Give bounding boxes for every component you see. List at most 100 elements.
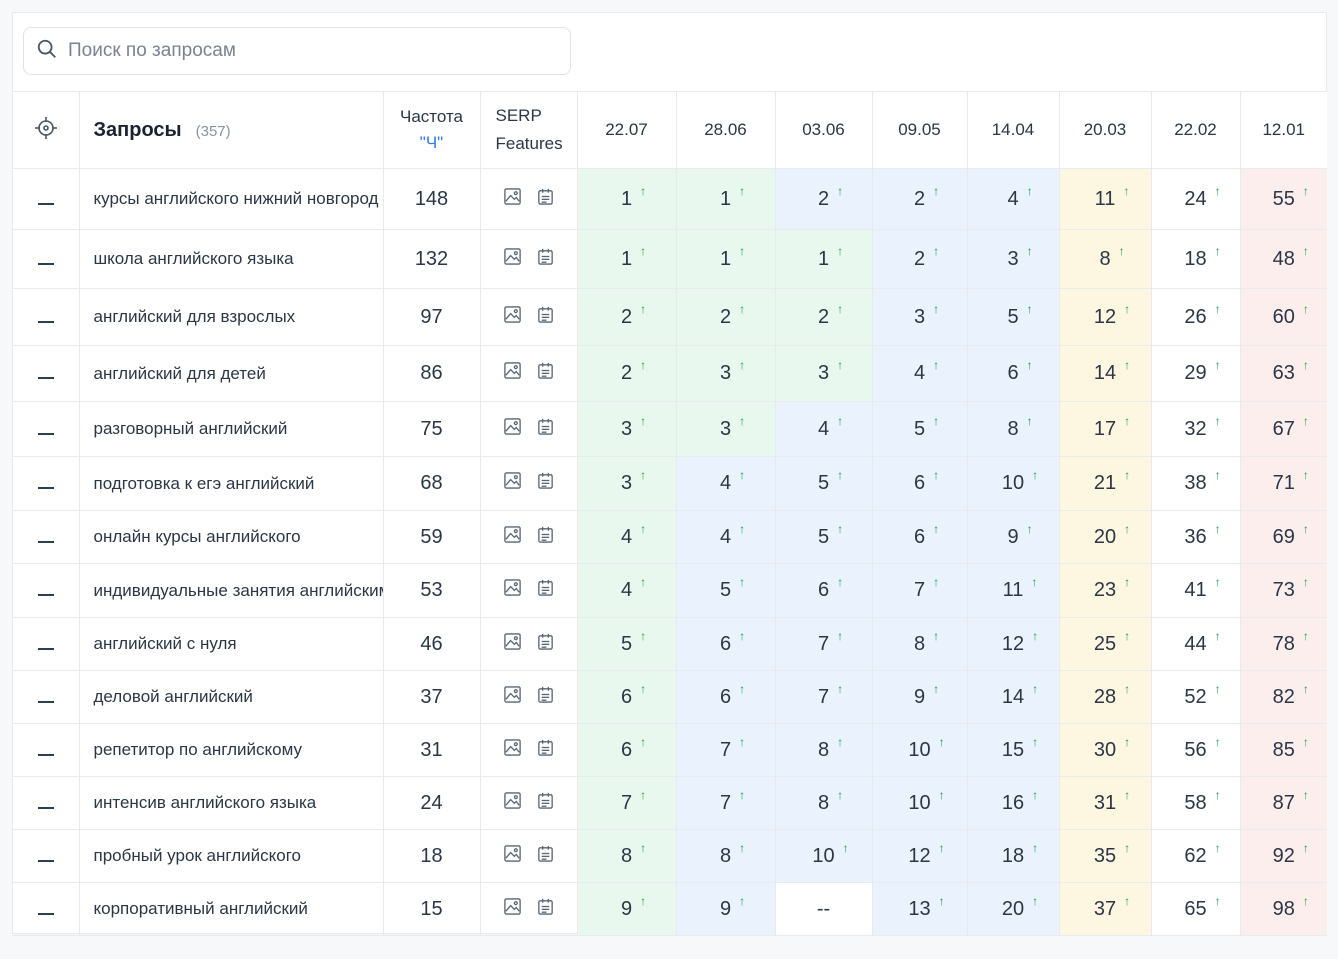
table-row[interactable]: корпоративный английский 15 9 ↑ 9 ↑ -- 13 ↑ 20 ↑ 37… [13,882,1327,936]
remove-query-cell[interactable] [13,617,80,671]
remove-query-cell[interactable] [13,563,80,618]
list-icon[interactable] [536,578,555,603]
remove-query-cell[interactable] [13,345,80,402]
minus-icon[interactable] [37,647,54,650]
list-icon[interactable] [536,738,555,763]
minus-icon[interactable] [37,432,54,435]
minus-icon[interactable] [37,487,54,489]
list-icon[interactable] [536,632,555,657]
query-text[interactable]: английский с нуля [79,617,384,671]
date-column-header[interactable]: 03.06 [775,91,873,169]
minus-icon[interactable] [37,859,54,862]
minus-icon[interactable] [37,753,54,756]
date-column-header[interactable]: 20.03 [1059,91,1152,169]
list-icon[interactable] [536,247,555,272]
search-input[interactable] [68,40,570,62]
query-text[interactable]: курсы английского нижний новгород [79,168,384,230]
minus-icon[interactable] [37,540,54,543]
remove-query-cell[interactable] [13,168,80,230]
minus-icon[interactable] [37,806,54,809]
date-column-header[interactable]: 09.05 [872,91,968,169]
frequency-type-link[interactable]: "Ч" [419,133,444,152]
query-text[interactable]: онлайн курсы английского [79,510,384,564]
position-value: 67 [1272,417,1295,440]
remove-query-cell[interactable] [13,670,80,724]
table-row[interactable]: подготовка к егэ английский 68 3 ↑ 4 ↑ 5 ↑ 6 ↑ 10 ↑… [13,456,1327,511]
query-text[interactable]: деловой английский [79,670,384,724]
image-icon[interactable] [503,897,522,922]
query-text[interactable]: индивидуальные занятия английским [79,563,384,618]
minus-icon[interactable] [37,700,54,703]
list-icon[interactable] [536,897,555,922]
query-text[interactable]: английский для детей [79,345,384,402]
queries-column-header[interactable]: Запросы (357) [79,91,384,169]
remove-query-cell[interactable] [13,882,80,936]
minus-icon[interactable] [37,377,54,379]
table-row[interactable]: английский для детей 86 2 ↑ 3 ↑ 3 ↑ 4 ↑ 6 ↑ 14 ↑ 29 ↑ 63… [13,345,1327,402]
image-icon[interactable] [503,632,522,657]
image-icon[interactable] [503,187,522,212]
image-icon[interactable] [503,525,522,550]
minus-icon[interactable] [37,202,54,205]
remove-query-cell[interactable] [13,829,80,883]
query-text[interactable]: репетитор по английскому [79,723,384,777]
image-icon[interactable] [503,685,522,710]
remove-query-cell[interactable] [13,510,80,564]
minus-icon[interactable] [37,320,54,323]
minus-icon[interactable] [37,912,54,915]
table-row[interactable]: индивидуальные занятия английским 53 4 ↑ 5 ↑ 6… [13,563,1327,618]
minus-icon[interactable] [37,262,54,265]
list-icon[interactable] [536,844,555,869]
table-row[interactable]: курсы английского нижний новгород 148 1 ↑ 1 ↑… [13,168,1327,230]
date-column-header[interactable]: 22.02 [1151,91,1241,169]
query-text[interactable]: школа английского языка [79,229,384,289]
list-icon[interactable] [536,187,555,212]
remove-query-cell[interactable] [13,723,80,777]
image-icon[interactable] [503,471,522,496]
remove-query-cell[interactable] [13,776,80,830]
query-text[interactable]: разговорный английский [79,401,384,457]
image-icon[interactable] [503,417,522,442]
date-column-header[interactable]: 28.06 [676,91,776,169]
image-icon[interactable] [503,738,522,763]
table-row[interactable]: разговорный английский 75 3 ↑ 3 ↑ 4 ↑ 5 ↑ 8 ↑ 17 ↑ 32 ↑… [13,401,1327,457]
target-column-header[interactable] [13,91,80,169]
image-icon[interactable] [503,578,522,603]
minus-icon[interactable] [37,594,54,596]
image-icon[interactable] [503,247,522,272]
image-icon[interactable] [503,844,522,869]
frequency-column-header[interactable]: Частота "Ч" [383,91,481,169]
list-icon[interactable] [536,685,555,710]
date-column-header[interactable]: 22.07 [577,91,677,169]
table-row[interactable]: английский с нуля 46 5 ↑ 6 ↑ 7 ↑ 8 ↑ 12 ↑ 25 ↑ 44 ↑ 78 ↑ [13,617,1327,671]
query-text[interactable]: корпоративный английский [79,882,384,936]
remove-query-cell[interactable] [13,401,80,457]
table-row[interactable]: деловой английский 37 6 ↑ 6 ↑ 7 ↑ 9 ↑ 14 ↑ 28 ↑ 52 ↑ 82 ↑ [13,670,1327,724]
query-text[interactable]: пробный урок английского [79,829,384,883]
list-icon[interactable] [536,361,555,386]
query-text[interactable]: подготовка к егэ английский [79,456,384,511]
crosshair-icon[interactable] [34,116,58,144]
date-column-header[interactable]: 14.04 [967,91,1060,169]
image-icon[interactable] [503,791,522,816]
table-row[interactable]: школа английского языка 132 1 ↑ 1 ↑ 1 ↑ 2 ↑ 3 ↑ 8 ↑ 18… [13,229,1327,289]
query-text[interactable]: английский для взрослых [79,288,384,346]
table-row[interactable]: пробный урок английского 18 8 ↑ 8 ↑ 10 ↑ 12 ↑ 18 ↑ 3… [13,829,1327,883]
table-row[interactable]: онлайн курсы английского 59 4 ↑ 4 ↑ 5 ↑ 6 ↑ 9 ↑ 20 ↑ 3… [13,510,1327,564]
list-icon[interactable] [536,471,555,496]
remove-query-cell[interactable] [13,288,80,346]
remove-query-cell[interactable] [13,229,80,289]
remove-query-cell[interactable] [13,456,80,511]
image-icon[interactable] [503,361,522,386]
search-box[interactable] [23,27,571,75]
query-text[interactable]: интенсив английского языка [79,776,384,830]
table-row[interactable]: интенсив английского языка 24 7 ↑ 7 ↑ 8 ↑ 10 ↑ 16 ↑… [13,776,1327,830]
table-row[interactable]: английский для взрослых 97 2 ↑ 2 ↑ 2 ↑ 3 ↑ 5 ↑ 12 ↑ 26… [13,288,1327,346]
date-column-header[interactable]: 12.01 [1240,91,1327,169]
list-icon[interactable] [536,525,555,550]
list-icon[interactable] [536,305,555,330]
list-icon[interactable] [536,417,555,442]
list-icon[interactable] [536,791,555,816]
image-icon[interactable] [503,305,522,330]
table-row[interactable]: репетитор по английскому 31 6 ↑ 7 ↑ 8 ↑ 10 ↑ 15 ↑ 30… [13,723,1327,777]
